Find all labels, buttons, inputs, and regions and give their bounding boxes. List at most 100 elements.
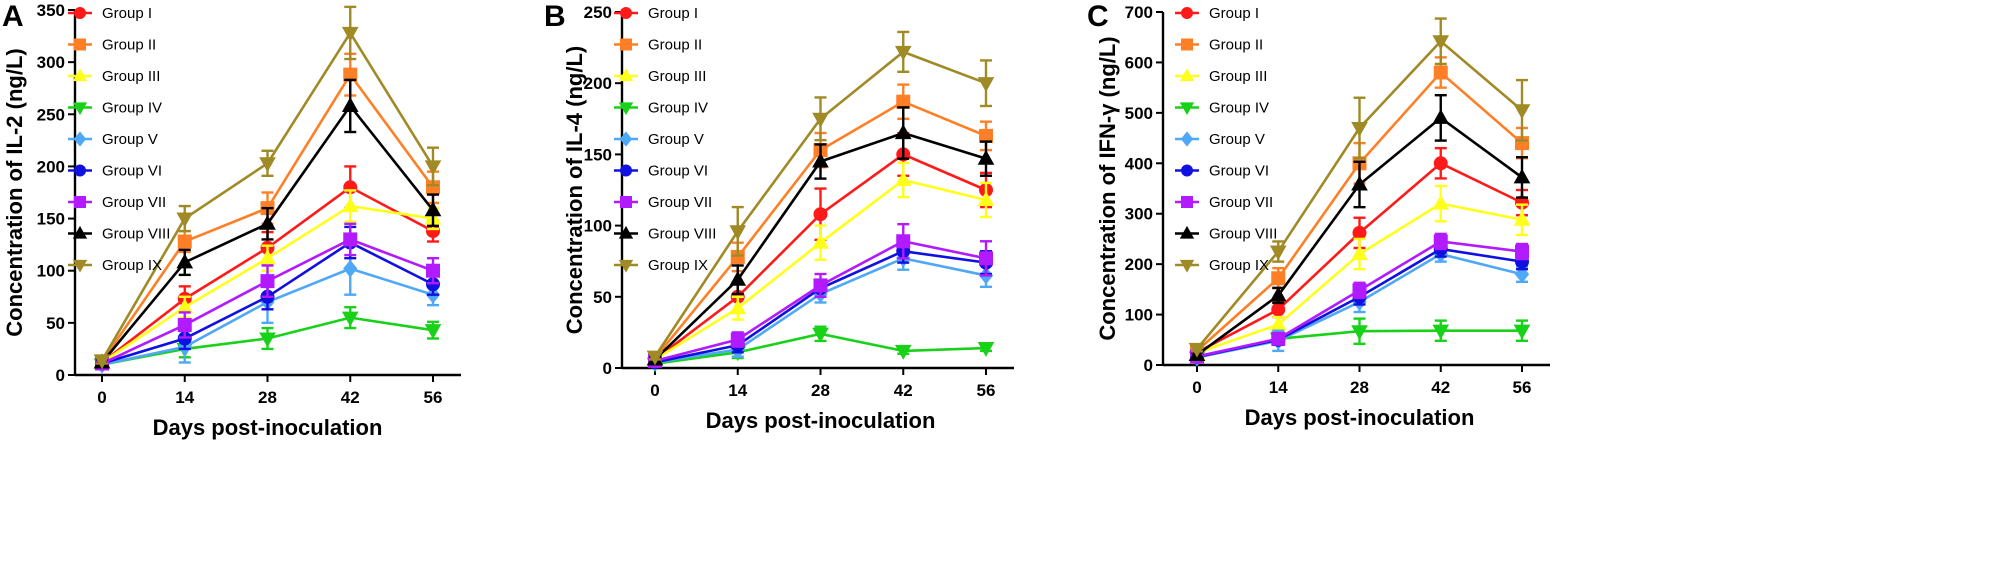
data-point [729,270,747,286]
legend-item: Group V [68,131,158,148]
x-tick-label: 56 [1513,378,1532,397]
legend-item: Group IX [1175,257,1269,274]
data-point [424,201,442,217]
legend-label: Group I [1209,5,1259,22]
legend-item: Group VI [1175,163,1269,180]
legend-marker [1181,7,1193,19]
legend-marker [1179,102,1195,116]
data-point [1432,35,1450,51]
legend-marker [1181,164,1193,177]
chart-panel-a: A 0 50 100 150 200 250 300 350 0 14 28 42 56 Days post… [2,0,461,440]
legend: Group I Group II Group III Group IV Group V G… [1175,5,1277,274]
x-axis-title: Days post-inoculation [1245,405,1475,430]
panel-letter: A [2,0,24,33]
data-point [176,253,194,269]
data-point [1351,175,1368,191]
y-tick-label: 700 [1125,3,1153,22]
legend-marker [1179,68,1195,82]
y-tick-label: 600 [1125,53,1153,72]
x-tick-label: 56 [424,388,443,407]
legend-label: Group III [648,68,706,85]
legend-marker [74,7,86,19]
x-tick-label: 56 [977,381,996,400]
legend-label: Group V [102,131,158,148]
data-point [729,299,747,315]
data-point [894,124,912,140]
data-point [977,149,995,165]
y-tick-label: 50 [593,288,612,307]
data-point [812,152,829,168]
legend-item: Group III [614,68,706,85]
legend-marker [74,164,86,177]
legend-item: Group I [68,5,152,22]
data-point [1269,286,1287,302]
legend-item: Group VI [68,163,162,180]
chart-panel-b: B 0 50 100 150 200 250 0 14 28 42 56 Days post-inocu… [544,0,1014,433]
legend-item: Group VIII [68,226,170,243]
data-point [812,327,829,343]
data-point [977,342,995,357]
legend-marker [72,68,88,82]
data-point [341,311,359,327]
y-tick-label: 0 [603,359,612,378]
legend-marker [74,196,86,208]
data-point [1513,210,1531,226]
data-point [1352,283,1367,298]
data-point [93,354,111,370]
y-tick-label: 500 [1125,104,1153,123]
data-point [1513,168,1531,184]
x-axis-title: Days post-inoculation [153,415,383,440]
data-point [894,344,912,360]
data-point [1432,194,1450,210]
series-group-iv [1188,317,1531,367]
series-group-ix [1188,17,1531,358]
y-tick-label: 100 [37,262,65,281]
data-point [977,77,995,93]
x-tick-label: 14 [1269,378,1288,397]
legend-label: Group VII [1209,194,1273,211]
data-point [260,274,275,289]
data-point [812,112,829,128]
y-tick-label: 250 [584,3,612,22]
x-tick-label: 28 [1350,378,1369,397]
chart-panel-c: C 0 100 200 300 400 500 600 700 0 14 28 42 56 Days pos… [1087,0,1550,430]
legend-item: Group IV [68,100,162,117]
legend-item: Group VIII [1175,226,1277,243]
legend-marker [620,164,632,177]
data-point [1515,244,1529,259]
data-point [813,278,828,293]
legend-marker [1179,225,1195,239]
data-point [1513,324,1531,340]
legend-label: Group IV [648,100,708,117]
data-point [729,225,747,241]
y-tick-label: 250 [37,105,65,124]
x-tick-label: 0 [1192,378,1201,397]
legend-label: Group VIII [648,226,716,243]
legend-label: Group III [102,68,160,85]
legend-marker [72,225,88,239]
legend-label: Group III [1209,68,1267,85]
x-tick-label: 42 [341,388,360,407]
legend-marker [74,38,86,51]
y-tick-label: 300 [37,53,65,72]
y-tick-label: 100 [584,217,612,236]
y-tick-label: 350 [37,1,65,20]
legend-label: Group IV [1209,100,1269,117]
legend-label: Group VII [648,194,712,211]
series-group-ix [93,5,442,370]
x-tick-label: 14 [728,381,747,400]
x-tick-label: 14 [175,388,194,407]
legend-item: Group IX [68,257,162,274]
y-tick-label: 300 [1125,205,1153,224]
legend-item: Group III [1175,68,1267,85]
legend-item: Group III [68,68,160,85]
data-point [1432,324,1450,340]
panel-letter: C [1087,0,1109,33]
data-point [977,191,995,206]
y-tick-label: 150 [584,145,612,164]
legend-marker [620,38,632,51]
data-point [1433,234,1448,249]
y-tick-label: 200 [37,157,65,176]
legend-label: Group VIII [1209,226,1277,243]
